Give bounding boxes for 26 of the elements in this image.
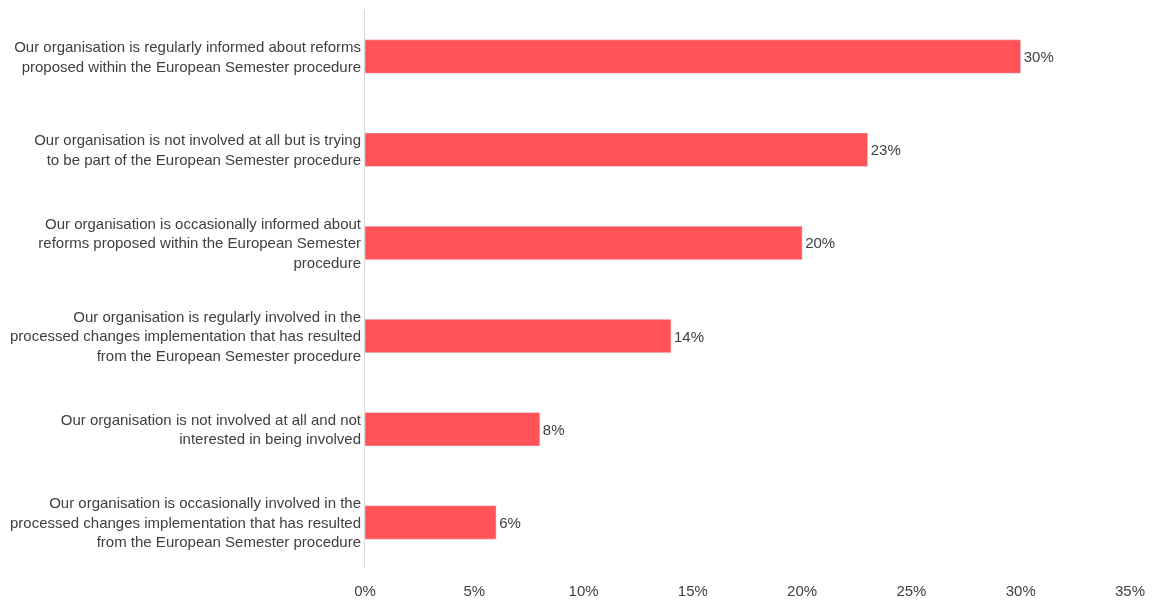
y-tick-label: Our organisation is occasionally involved in the processed changes implementation that has resulted from the European Semester procedure [9, 494, 361, 551]
data-label: 30% [1023, 48, 1054, 66]
bar [365, 39, 1021, 74]
bar [365, 132, 868, 167]
bar [365, 505, 497, 540]
data-label: 20% [805, 234, 836, 252]
data-label: 23% [870, 141, 901, 159]
x-tick-label: 5% [463, 582, 486, 599]
x-tick-label: 35% [1114, 582, 1146, 599]
x-tick-label: 30% [1005, 582, 1036, 599]
data-label: 8% [542, 420, 565, 438]
bar [365, 412, 541, 447]
data-label: 6% [499, 513, 521, 531]
x-tick-label: 15% [677, 582, 708, 599]
y-tick-label: Our organisation is not involved at all but is trying to be part of the European Semester procedure [34, 131, 361, 168]
x-tick-label: 20% [787, 582, 818, 599]
bar [365, 225, 803, 260]
y-tick-label: Our organisation is regularly informed about reforms proposed within the European Semester procedure [14, 38, 361, 75]
x-tick-label: 10% [568, 582, 599, 599]
bar [365, 319, 672, 354]
y-tick-label: Our organisation is not involved at all and not interested in being involved [60, 410, 362, 448]
data-label: 14% [674, 327, 705, 345]
y-tick-label: Our organisation is occasionally informed about reforms proposed within the European Semester procedure [38, 214, 362, 271]
x-tick-label: 25% [896, 582, 927, 599]
y-tick-label: Our organisation is regularly involved in the processed changes implementation that has resulted from the European Semester procedure [9, 307, 361, 364]
x-tick-label: 0% [354, 582, 376, 599]
